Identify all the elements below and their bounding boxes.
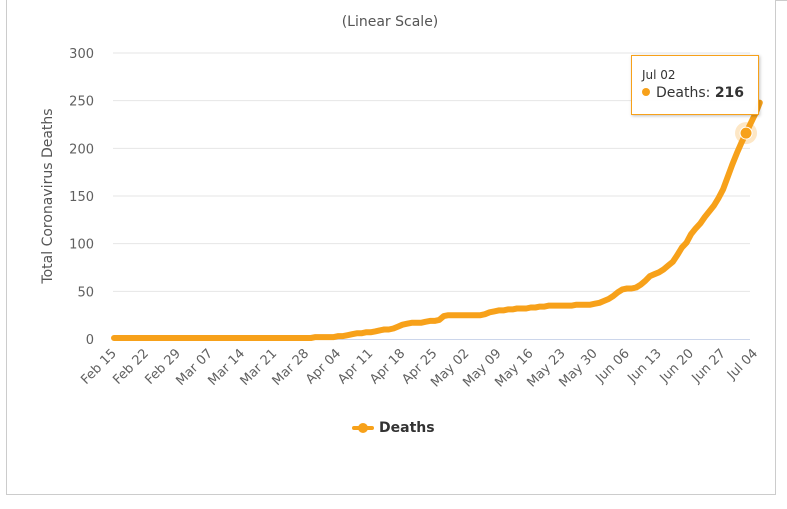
y-tick-label: 200 bbox=[69, 142, 94, 157]
y-tick-label: 100 bbox=[69, 238, 94, 253]
series-line-deaths[interactable] bbox=[111, 99, 763, 341]
chart-subtitle: (Linear Scale) bbox=[341, 14, 439, 30]
legend-label: Deaths bbox=[379, 420, 435, 436]
legend-item-deaths[interactable]: Deaths bbox=[352, 418, 435, 438]
x-tick-label: Jun 13 bbox=[625, 346, 665, 386]
x-tick-label: Apr 11 bbox=[335, 346, 376, 387]
hover-marker bbox=[735, 122, 758, 145]
chart-frame bbox=[6, 0, 776, 495]
y-tick-label: 250 bbox=[69, 95, 94, 110]
y-axis-label: Total Coronavirus Deaths bbox=[40, 108, 56, 284]
y-axis-ticks: 0 50 100 150 200 250 300 bbox=[69, 47, 94, 348]
tooltip: Jul 02 Deaths: 216 bbox=[631, 55, 759, 115]
hover-point[interactable] bbox=[739, 126, 753, 140]
x-tick-label: Jun 06 bbox=[592, 346, 632, 386]
x-tick-label: Jun 20 bbox=[657, 346, 697, 386]
tooltip-series-dot bbox=[642, 88, 650, 96]
gridlines bbox=[113, 52, 750, 292]
x-tick-label: Mar 28 bbox=[270, 346, 313, 389]
tooltip-date: Jul 02 bbox=[642, 68, 676, 82]
tooltip-series-name: Deaths bbox=[656, 85, 706, 101]
x-tick-label: Jun 27 bbox=[689, 346, 729, 386]
x-tick-label: Jul 04 bbox=[724, 346, 761, 383]
y-tick-label: 50 bbox=[77, 285, 94, 300]
x-tick-label: Apr 04 bbox=[303, 346, 344, 387]
legend-line-symbol bbox=[352, 422, 374, 434]
y-tick-label: 0 bbox=[86, 333, 94, 348]
frame-corner bbox=[775, 0, 787, 1]
series-deaths bbox=[111, 99, 763, 341]
tooltip-value: 216 bbox=[714, 85, 745, 101]
tooltip-value-line: Deaths: 216 bbox=[642, 85, 744, 101]
y-tick-label: 150 bbox=[69, 190, 94, 205]
y-tick-label: 300 bbox=[69, 47, 94, 62]
x-tick-label: Apr 18 bbox=[367, 346, 408, 387]
